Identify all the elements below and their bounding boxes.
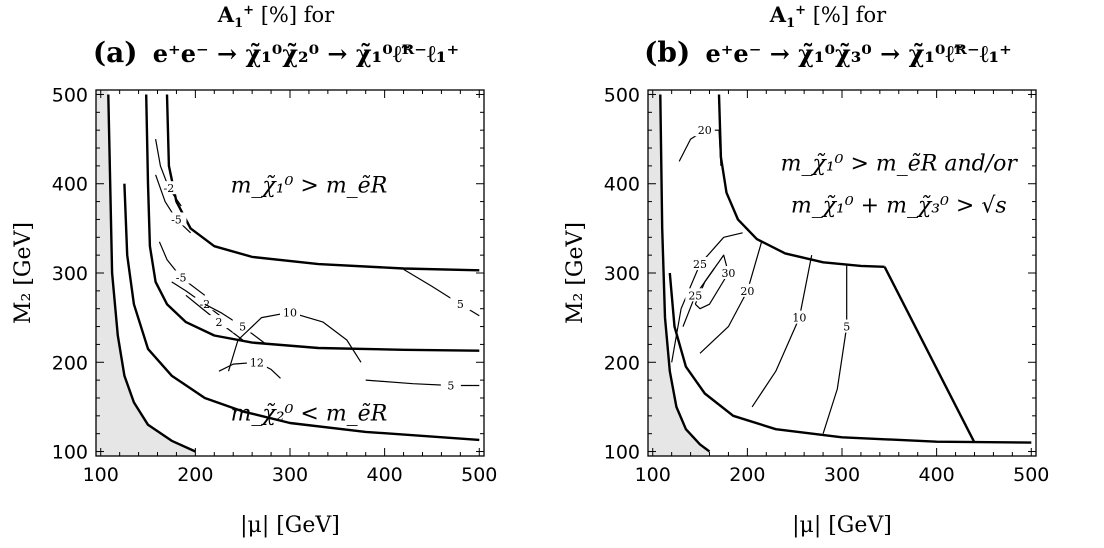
contour-line <box>822 264 848 434</box>
x-tick-label: 100 <box>83 464 119 486</box>
boundary-kinematic-limit <box>107 94 196 453</box>
contour-label-bg <box>440 378 461 392</box>
y-tick-label: 400 <box>604 174 640 196</box>
contour-label: 12 <box>250 356 264 369</box>
contour-label-bg <box>232 319 253 333</box>
contour-label: 20 <box>698 124 712 137</box>
contour-label-bg <box>836 319 857 333</box>
contour-label-bg <box>690 257 711 271</box>
contour-label: 5 <box>239 321 246 334</box>
contour-plot: 20 25 30 25 20 10 5 m_χ̃₁⁰ > m_ẽR and/or m_χ̃₁⁰ … <box>563 84 1049 538</box>
contour-label: 30 <box>721 267 735 280</box>
plot-area <box>648 90 1036 456</box>
contour-label: 25 <box>688 289 702 302</box>
x-tick-label: 200 <box>729 464 765 486</box>
excluded-region <box>96 90 196 456</box>
panel-label: (a) <box>92 36 138 69</box>
x-tick-label: 400 <box>367 464 403 486</box>
contour-label-bg <box>209 315 230 329</box>
contour-line <box>751 254 813 408</box>
y-tick-label: 500 <box>604 84 640 106</box>
x-axis-title: |μ| [GeV] <box>792 513 892 538</box>
chart-title-line2: (a) e⁺e⁻ → χ̃₁⁰χ̃₂⁰ → χ̃₁⁰ℓ̃ᴿ⁻ℓ₁⁺ <box>0 36 552 69</box>
y-tick-label: 500 <box>52 84 88 106</box>
contour-label-bg <box>737 283 758 297</box>
contour-label-bg <box>685 288 706 302</box>
x-axis-title: |μ| [GeV] <box>240 513 340 538</box>
x-tick-label: 100 <box>635 464 671 486</box>
contour-label: 5 <box>457 298 464 311</box>
contour-label: 2 <box>216 316 223 329</box>
contour-label: 10 <box>283 306 297 319</box>
region-label: m_χ̃₁⁰ > m_ẽR <box>231 174 388 199</box>
y-tick-label: 200 <box>52 352 88 374</box>
contour-label-bg <box>246 355 267 369</box>
excluded-region <box>648 90 710 456</box>
contour-line <box>185 294 244 341</box>
contour-label-bg <box>171 270 192 284</box>
contour-line <box>155 138 182 207</box>
y-tick-label: 100 <box>52 442 88 464</box>
region-label: m_χ̃₁⁰ + m_χ̃₃⁰ > √s <box>791 193 1007 218</box>
boundary-excluded-diagonal <box>883 266 976 444</box>
x-tick-label: 400 <box>919 464 955 486</box>
plot-area <box>96 90 484 456</box>
region-label: m_χ̃₂⁰ < m_ẽR <box>231 401 388 426</box>
boundary-lower-boundary <box>668 272 1032 444</box>
x-tick-label: 300 <box>272 464 308 486</box>
chart-panel-a: A1+ [%] for (a) e⁺e⁻ → χ̃₁⁰χ̃₂⁰ → χ̃₁⁰ℓ̃… <box>0 2 552 538</box>
y-tick-label: 300 <box>52 263 88 285</box>
panel-label: (b) <box>644 36 691 69</box>
contour-label-bg <box>280 305 300 319</box>
region-label: m_χ̃₁⁰ > m_ẽR and/or <box>781 151 1019 176</box>
contour-label: 10 <box>792 312 806 325</box>
contour-label: 5 <box>843 321 850 334</box>
contour-label: -5 <box>171 213 182 226</box>
contour-line <box>365 379 480 387</box>
y-axis-title: M₂ [GeV] <box>563 222 588 324</box>
boundary-upper-boundary <box>717 94 885 268</box>
contour-label-bg <box>718 266 739 279</box>
chart-panel-b: A1+ [%] for (b) e⁺e⁻ → χ̃₁⁰χ̃₃⁰ → χ̃₁⁰ℓ̃… <box>552 0 1104 548</box>
process-label: e⁺e⁻ → χ̃₁⁰χ̃₂⁰ → χ̃₁⁰ℓ̃ᴿ⁻ℓ₁⁺ <box>152 39 460 68</box>
boundary-kinematic-limit <box>659 94 711 453</box>
contour-label: -2 <box>164 182 175 195</box>
x-tick-label: 300 <box>824 464 860 486</box>
chart-title-line1: A1+ [%] for <box>217 2 335 32</box>
chart-title-line2: (b) e⁺e⁻ → χ̃₁⁰χ̃₃⁰ → χ̃₁⁰ℓ̃ᴿ⁻ℓ₁⁺ <box>552 36 1104 69</box>
contour-label-bg <box>450 297 471 311</box>
y-axis-title: M₂ [GeV] <box>11 222 36 324</box>
x-tick-label: 500 <box>1013 464 1049 486</box>
contour-label-bg <box>789 310 810 324</box>
y-tick-label: 400 <box>52 174 88 196</box>
x-tick-label: 500 <box>461 464 497 486</box>
contour-label: 20 <box>740 285 754 298</box>
contour-line <box>155 174 192 234</box>
boundary-upper-right-boundary <box>165 94 480 272</box>
contour-label-bg <box>158 181 179 195</box>
boundary-lower-boundary <box>123 183 480 442</box>
contour-label: -5 <box>176 271 187 284</box>
contour-line <box>204 303 267 345</box>
contour-label: 25 <box>693 258 707 271</box>
x-tick-label: 200 <box>177 464 213 486</box>
process-label: e⁺e⁻ → χ̃₁⁰χ̃₃⁰ → χ̃₁⁰ℓ̃ᴿ⁻ℓ₁⁺ <box>705 39 1012 68</box>
chart-title-line1: A1+ [%] for <box>769 2 887 32</box>
y-tick-label: 300 <box>604 263 640 285</box>
y-tick-label: 200 <box>604 352 640 374</box>
contour-label: 5 <box>447 379 454 392</box>
contour-line <box>699 241 763 354</box>
contour-label-bg <box>694 123 715 137</box>
contour-line <box>158 241 206 296</box>
y-tick-label: 100 <box>604 442 640 464</box>
contour-label-bg <box>166 212 187 226</box>
boundary-upper-boundary <box>145 94 480 352</box>
